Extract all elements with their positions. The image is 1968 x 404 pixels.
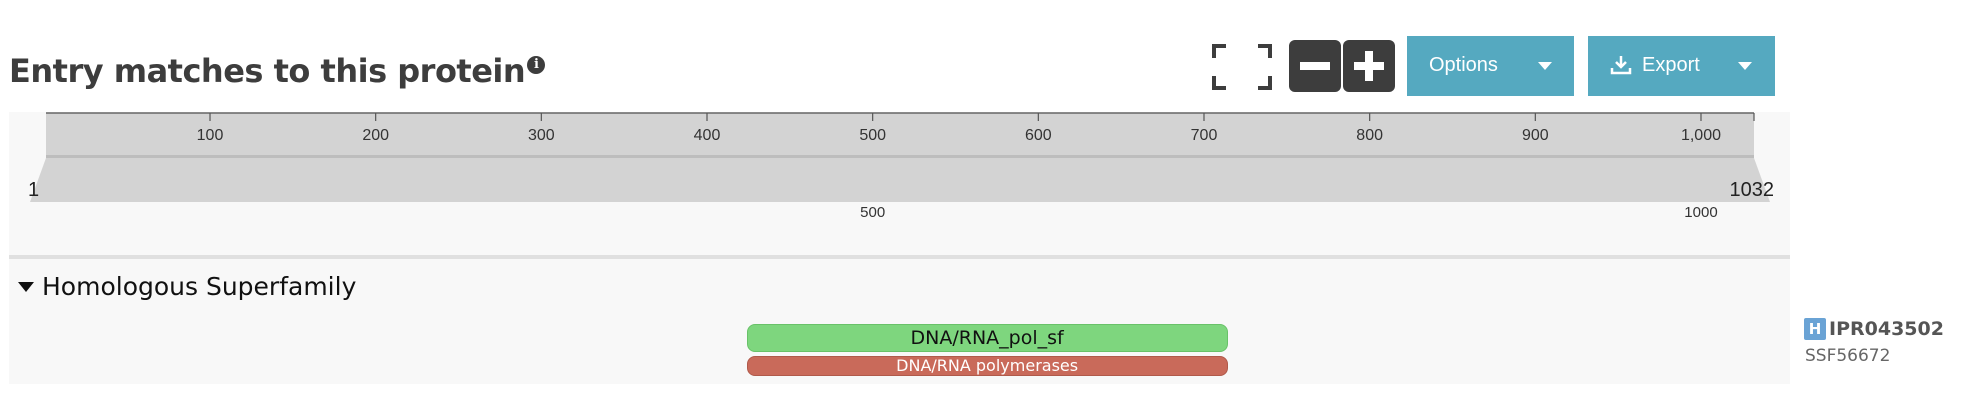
- entry-track-label: DNA/RNA_pol_sf: [910, 327, 1064, 349]
- ruler-tick-label: 900: [1522, 127, 1549, 144]
- ruler-tick-label: 300: [528, 127, 555, 144]
- ruler-tick-label: 700: [1191, 127, 1218, 144]
- export-label: Export: [1642, 54, 1700, 76]
- group-label: Homologous Superfamily: [42, 272, 357, 301]
- zoom-tick-label: 1000: [1684, 204, 1717, 221]
- zoom-window[interactable]: [30, 158, 1770, 202]
- options-label: Options: [1429, 54, 1498, 76]
- download-icon: [1610, 56, 1632, 75]
- zoom-end-label: 1032: [1730, 179, 1775, 201]
- ruler-tick-label: 400: [694, 127, 721, 144]
- fullscreen-button[interactable]: [1212, 44, 1272, 90]
- match-track-label: DNA/RNA polymerases: [896, 356, 1079, 375]
- entry-info: H IPR043502: [1804, 318, 1944, 340]
- caret-down-icon: [1538, 62, 1552, 70]
- entry-accession-link[interactable]: IPR043502: [1829, 318, 1944, 340]
- entry-track[interactable]: DNA/RNA_pol_sf: [746, 324, 1228, 352]
- zoom-in-button[interactable]: [1343, 40, 1395, 92]
- signature-accession-link[interactable]: SSF56672: [1805, 346, 1891, 366]
- section-divider: [9, 255, 1790, 259]
- page-title: Entry matches to this protein i: [9, 52, 546, 90]
- ruler-tick-label: 200: [362, 127, 389, 144]
- ruler-tick-label: 1,000: [1681, 127, 1721, 144]
- options-button[interactable]: Options: [1407, 36, 1574, 96]
- export-button[interactable]: Export: [1588, 36, 1775, 96]
- info-icon[interactable]: i: [527, 56, 546, 74]
- minus-icon: [1300, 62, 1330, 70]
- zoom-start-label: 1: [28, 179, 39, 201]
- zoom-out-button[interactable]: [1289, 40, 1341, 92]
- fullscreen-icon: [1212, 44, 1272, 90]
- caret-down-icon: [1738, 62, 1752, 70]
- caret-down-icon: [18, 281, 34, 292]
- page-title-text: Entry matches to this protein: [9, 52, 526, 90]
- group-toggle-homologous-superfamily[interactable]: Homologous Superfamily: [18, 272, 356, 301]
- ruler-tick-label: 600: [1025, 127, 1052, 144]
- ruler-tick-label: 500: [859, 127, 886, 144]
- homologous-superfamily-badge: H: [1804, 318, 1826, 340]
- navigation-ruler[interactable]: 100 200 300 400 500 600 700 800 900 1,000 1 1032 …: [0, 110, 1800, 225]
- ruler-tick-label: 100: [197, 127, 224, 144]
- match-track[interactable]: DNA/RNA polymerases: [746, 356, 1228, 376]
- ruler-tick-label: 800: [1356, 127, 1383, 144]
- zoom-tick-label: 500: [860, 204, 885, 221]
